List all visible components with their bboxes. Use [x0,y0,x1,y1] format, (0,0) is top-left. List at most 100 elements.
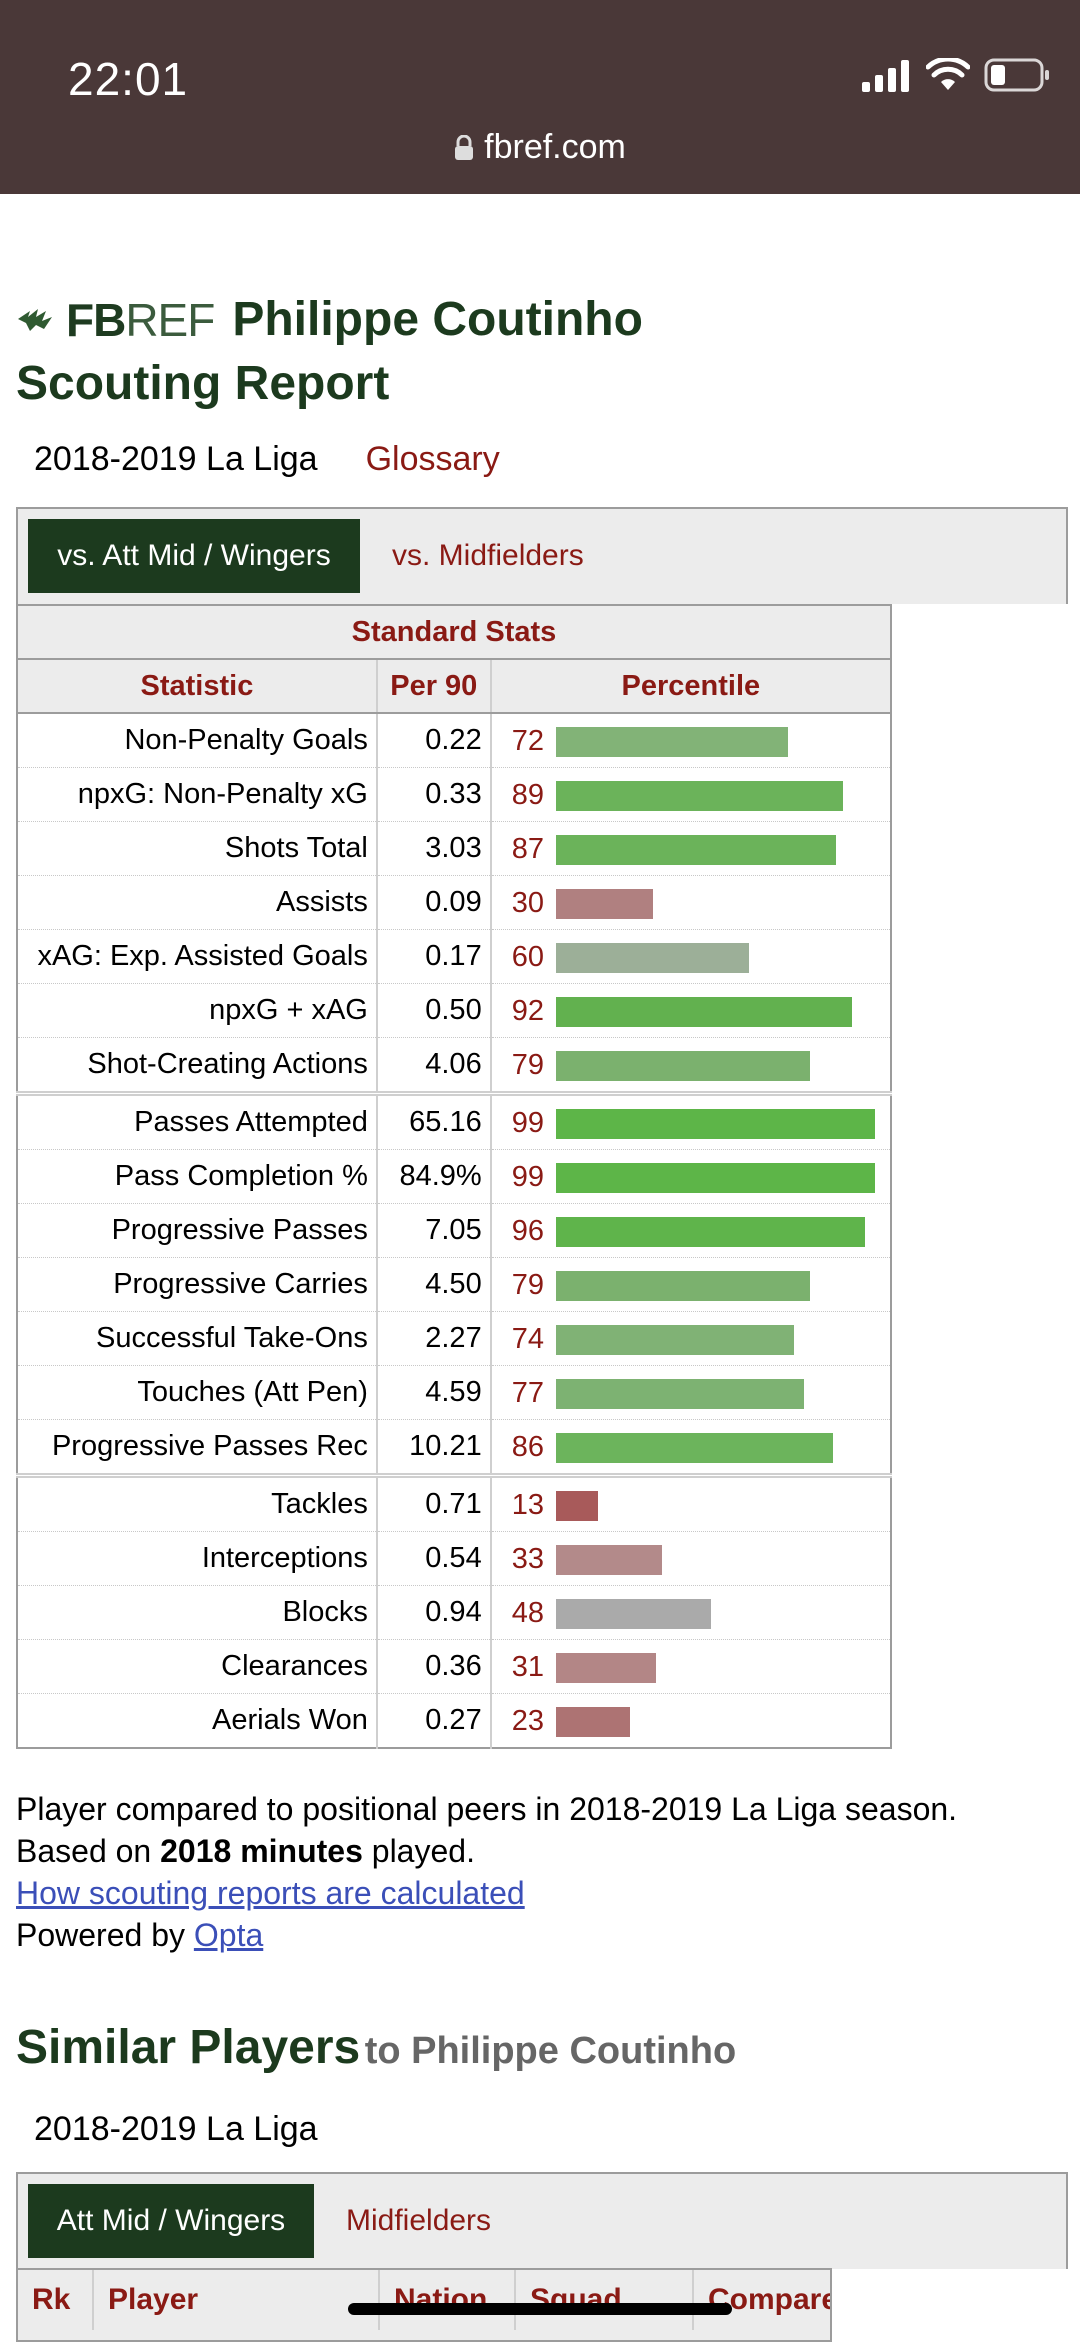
header-statistic[interactable]: Statistic [17,659,378,714]
stat-name: Aerials Won [17,1693,378,1749]
stat-per90: 0.36 [376,1639,492,1694]
tab-midfielders[interactable]: vs. Midfielders [392,539,584,572]
header-squad[interactable]: Squad [516,2270,694,2330]
stat-percentile-cell: 92 [490,983,891,1038]
percentile-value: 89 [511,779,544,811]
stat-name: npxG + xAG [17,983,378,1038]
url-text: fbref.com [484,128,626,166]
percentile-bar [555,1653,656,1683]
stat-name: Progressive Carries [17,1257,378,1312]
stat-percentile-cell: 74 [490,1311,891,1366]
report-note: Player compared to positional peers in 2… [16,1788,1076,1956]
table-row: Successful Take-Ons 2.27 74 [17,1311,891,1366]
stat-per90: 4.50 [376,1257,492,1312]
percentile-bar [555,1051,810,1081]
header-player[interactable]: Player [94,2270,380,2330]
stat-percentile-cell: 31 [490,1639,891,1694]
stat-percentile-cell: 77 [490,1365,891,1420]
season-label: 2018-2019 La Liga [34,440,318,478]
similar-title: Similar Players [16,2021,361,2074]
stat-per90: 0.54 [376,1531,492,1586]
stat-percentile-cell: 99 [490,1149,891,1204]
similar-season: 2018-2019 La Liga [34,2110,318,2148]
stat-per90: 0.17 [376,929,492,984]
stat-name: Pass Completion % [17,1149,378,1204]
table-row: Tackles 0.71 13 [17,1473,891,1532]
percentile-bar [555,727,788,757]
note-line2: Based on 2018 minutes played. [16,1833,475,1869]
logo-fb: FB [66,294,126,346]
season-row: 2018-2019 La Liga Glossary [34,440,500,479]
opta-link[interactable]: Opta [193,1917,264,1953]
header-nation[interactable]: Nation [380,2270,516,2330]
header-rk[interactable]: Rk [18,2270,94,2330]
stat-per90: 0.50 [376,983,492,1038]
stat-percentile-cell: 89 [490,767,891,822]
table-row: Shots Total 3.03 87 [17,821,891,876]
home-indicator[interactable] [348,2303,732,2315]
stat-percentile-cell: 87 [490,821,891,876]
percentile-value: 23 [511,1705,544,1737]
stat-name: xAG: Exp. Assisted Goals [17,929,378,984]
header-percentile[interactable]: Percentile [490,659,891,714]
tab-att-mid-wingers[interactable]: vs. Att Mid / Wingers [28,519,360,593]
stat-percentile-cell: 30 [490,875,891,930]
table-row: Blocks 0.94 48 [17,1585,891,1640]
scouting-table: Standard Stats Statistic Per 90 Percenti… [16,604,892,1749]
stat-name: Touches (Att Pen) [17,1365,378,1420]
table-row: Progressive Carries 4.50 79 [17,1257,891,1312]
table-row: Clearances 0.36 31 [17,1639,891,1694]
stat-per90: 10.21 [376,1419,492,1476]
tab-similar-att-mid-wingers[interactable]: Att Mid / Wingers [28,2184,314,2258]
glossary-link[interactable]: Glossary [365,440,500,478]
similar-subtitle: to Philippe Coutinho [364,2030,737,2072]
stat-name: Assists [17,875,378,930]
stat-percentile-cell: 86 [490,1419,891,1476]
table-row: npxG: Non-Penalty xG 0.33 89 [17,767,891,822]
stat-per90: 84.9% [376,1149,492,1204]
stat-percentile-cell: 48 [490,1585,891,1640]
clock: 22:01 [68,53,189,105]
percentile-value: 99 [511,1107,544,1139]
comparison-tabs: vs. Att Mid / Wingers vs. Midfielders [16,507,1068,604]
logo-icon [18,309,52,331]
page-title-block: FB REF Philippe Coutinho Scouting Report [16,288,1066,416]
stat-percentile-cell: 60 [490,929,891,984]
table-row: Pass Completion % 84.9% 99 [17,1149,891,1204]
status-icons [862,58,1050,92]
percentile-value: 79 [511,1269,544,1301]
percentile-value: 87 [511,833,544,865]
logo-ref: REF [125,294,215,346]
percentile-bar [555,1271,810,1301]
tab-similar-midfielders[interactable]: Midfielders [346,2204,492,2237]
percentile-bar [555,1109,875,1139]
percentile-value: 86 [511,1431,544,1463]
percentile-bar [555,1163,875,1193]
how-calculated-link[interactable]: How scouting reports are calculated [16,1875,525,1911]
stat-per90: 4.59 [376,1365,492,1420]
percentile-bar [555,1545,662,1575]
minutes-played: 2018 minutes [160,1833,363,1869]
stat-per90: 4.06 [376,1037,492,1094]
stat-name: Successful Take-Ons [17,1311,378,1366]
percentile-bar [555,1433,833,1463]
url-bar[interactable]: fbref.com [0,128,1080,167]
stat-per90: 0.22 [376,713,492,768]
stat-percentile-cell: 72 [490,713,891,768]
fbref-logo[interactable]: FB REF [16,293,215,347]
percentile-value: 33 [511,1543,544,1575]
page-title-line1: Philippe Coutinho [232,293,643,346]
similar-tabs: Att Mid / Wingers Midfielders [16,2172,1068,2269]
table-row: Touches (Att Pen) 4.59 77 [17,1365,891,1420]
stat-name: Shots Total [17,821,378,876]
stat-per90: 7.05 [376,1203,492,1258]
header-per90[interactable]: Per 90 [376,659,492,714]
note-line1: Player compared to positional peers in 2… [16,1791,958,1827]
percentile-bar [555,943,749,973]
lock-icon [455,135,474,160]
stat-percentile-cell: 79 [490,1257,891,1312]
powered-by: Powered by Opta [16,1917,264,1953]
stat-name: Interceptions [17,1531,378,1586]
percentile-bar [555,781,843,811]
header-compare[interactable]: Compare [708,2283,832,2316]
